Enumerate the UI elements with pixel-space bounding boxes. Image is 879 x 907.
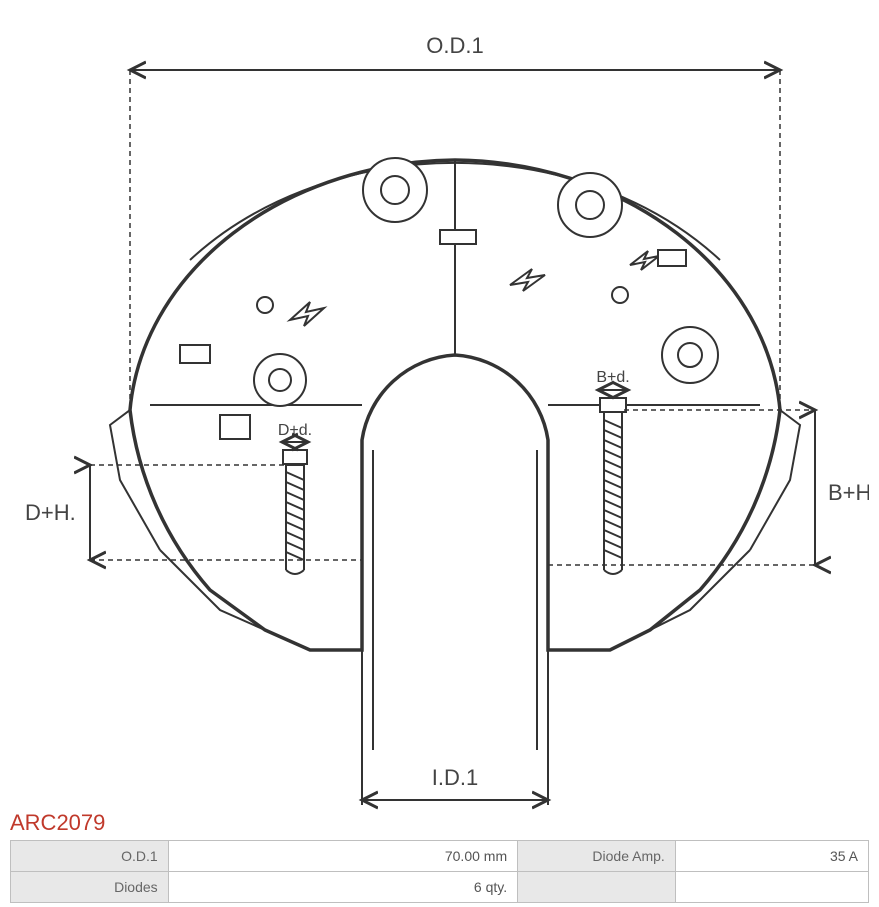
label-dd: D+d.	[278, 422, 312, 439]
technical-diagram: O.D.1	[10, 10, 869, 810]
label-bh: B+H.	[828, 480, 869, 505]
spec-value: 6 qty.	[168, 872, 517, 903]
spec-value	[675, 872, 868, 903]
spec-label	[518, 872, 676, 903]
table-row: O.D.1 70.00 mm Diode Amp. 35 A	[11, 841, 869, 872]
spec-value: 35 A	[675, 841, 868, 872]
label-bd: B+d.	[596, 369, 629, 386]
label-dh: D+H.	[25, 500, 76, 525]
spec-value: 70.00 mm	[168, 841, 517, 872]
spec-label: Diode Amp.	[518, 841, 676, 872]
spec-table: O.D.1 70.00 mm Diode Amp. 35 A Diodes 6 …	[10, 840, 869, 903]
spec-label: O.D.1	[11, 841, 169, 872]
label-od1: O.D.1	[426, 33, 483, 58]
spec-label: Diodes	[11, 872, 169, 903]
table-row: Diodes 6 qty.	[11, 872, 869, 903]
part-number: ARC2079	[10, 810, 105, 836]
label-id1: I.D.1	[432, 765, 478, 790]
